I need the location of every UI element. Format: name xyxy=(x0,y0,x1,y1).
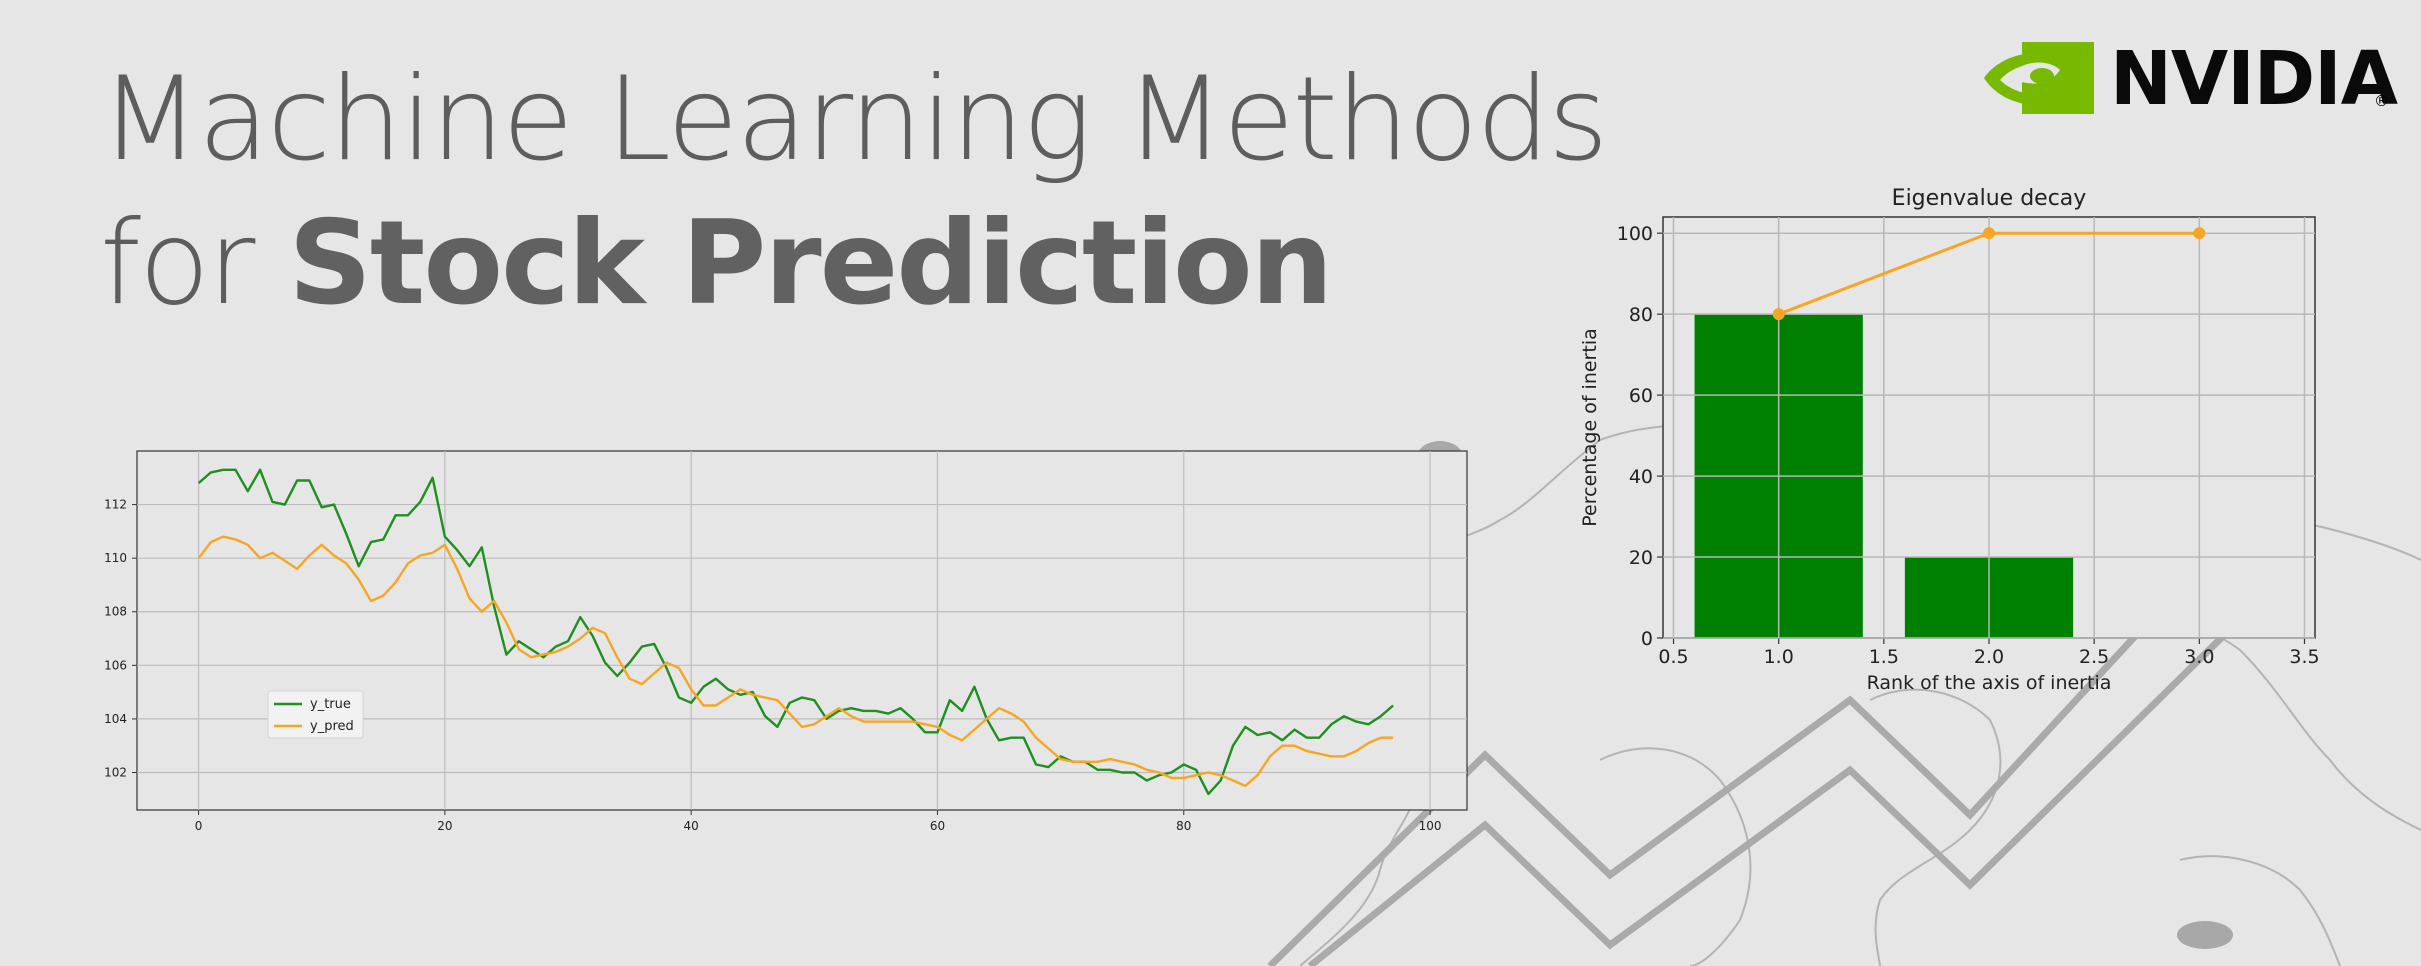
y-tick-label: 104 xyxy=(104,712,127,726)
y-tick-label: 110 xyxy=(104,551,127,565)
cumulative-point xyxy=(2193,227,2206,240)
price-line-chart: 0 20 40 60 80 100 102 104 106 108 110 112 y_true y_pr… xyxy=(104,450,1468,833)
x-tick-label: 1.5 xyxy=(1869,646,1899,668)
y-tick-label: 106 xyxy=(104,658,127,672)
y-tick-label: 20 xyxy=(1629,547,1653,569)
x-tick-label: 100 xyxy=(1419,819,1442,833)
y-tick-label: 112 xyxy=(104,498,127,512)
x-tick-label: 0.5 xyxy=(1658,646,1688,668)
x-axis-label: Rank of the axis of inertia xyxy=(1867,672,2112,694)
nvidia-eye-icon xyxy=(1984,42,2094,114)
plot-area xyxy=(136,450,1468,811)
page-title-emphasis: Stock Prediction xyxy=(288,196,1333,331)
x-tick-label: 3.0 xyxy=(2184,646,2214,668)
x-tick-label: 20 xyxy=(437,819,452,833)
series-line-y-pred xyxy=(197,535,1394,788)
x-tick-label: 2.0 xyxy=(1974,646,2004,668)
y-tick-label: 108 xyxy=(104,605,127,619)
legend-label: y_true xyxy=(310,697,351,712)
x-tick-label: 1.0 xyxy=(1764,646,1794,668)
chart-title: Eigenvalue decay xyxy=(1892,186,2087,211)
x-tick-label: 2.5 xyxy=(2079,646,2109,668)
y-tick-label: 80 xyxy=(1629,304,1653,326)
x-tick-label: 40 xyxy=(684,819,699,833)
continent-outline xyxy=(2179,855,2341,966)
continent-outline xyxy=(1869,688,2002,966)
x-tick-label: 0 xyxy=(195,819,203,833)
page-title-prefix: for xyxy=(100,196,289,331)
y-axis-label: Percentage of inertia xyxy=(1579,328,1601,526)
y-tick-label: 100 xyxy=(1617,223,1653,245)
cumulative-point xyxy=(1983,227,1995,240)
trend-arrow-decor xyxy=(1307,587,2273,966)
island-shape xyxy=(2177,921,2233,949)
y-tick-label: 40 xyxy=(1629,466,1653,488)
page-title-line-2: for Stock Prediction xyxy=(100,206,1333,322)
continent-outline xyxy=(1599,747,1752,966)
x-tick-label: 3.5 xyxy=(2289,646,2319,668)
y-tick-label: 60 xyxy=(1629,385,1653,407)
registered-mark: ® xyxy=(2374,92,2389,110)
page-title-line-1: Machine Learning Methods xyxy=(100,52,1608,187)
y-tick-label: 0 xyxy=(1641,628,1653,650)
nvidia-wordmark: NVIDIA xyxy=(2110,36,2398,122)
cumulative-point xyxy=(1772,308,1785,321)
x-tick-label: 60 xyxy=(930,819,945,833)
series-line-y-true xyxy=(197,468,1394,796)
legend-label: y_pred xyxy=(310,719,354,734)
chart-legend: y_true y_pred xyxy=(267,690,364,739)
eigenvalue-bar-chart: 0.5 1.0 1.5 2.0 2.5 3.0 3.5 0 20 40 60 80 100 Eigenva… xyxy=(1579,186,2320,694)
x-tick-label: 80 xyxy=(1176,819,1191,833)
y-tick-label: 102 xyxy=(104,765,127,779)
